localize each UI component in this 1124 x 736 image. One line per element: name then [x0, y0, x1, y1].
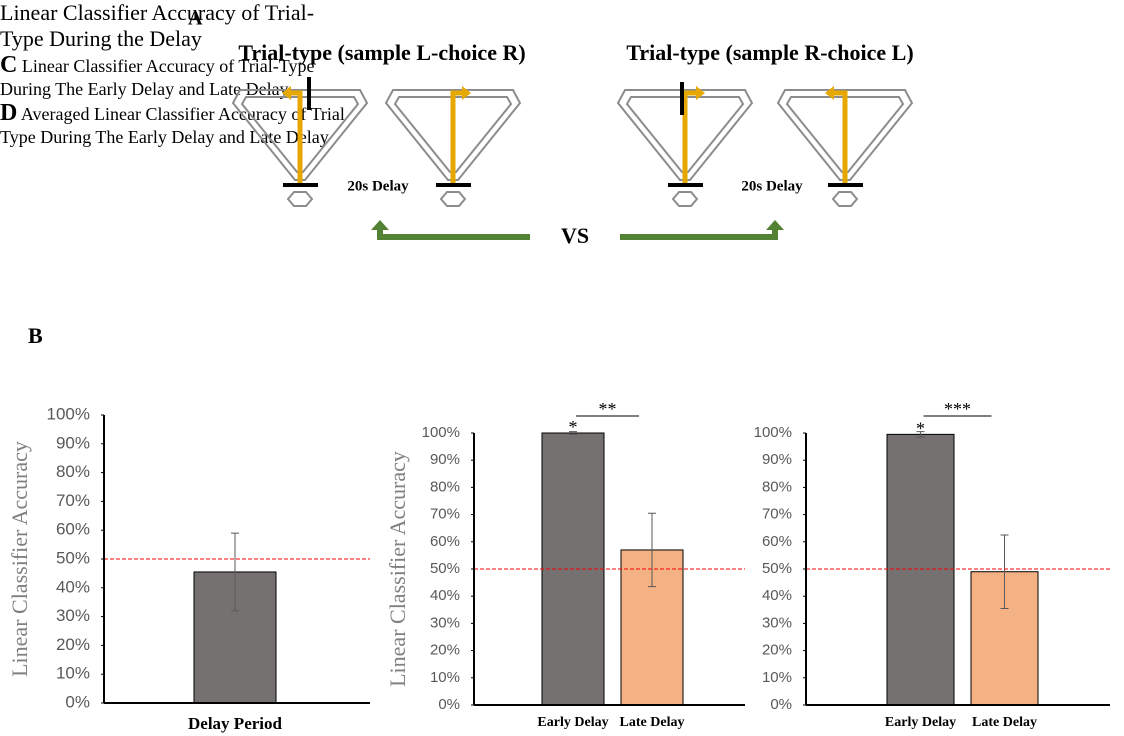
bar: [887, 434, 954, 705]
y-tick-label: 20%: [762, 642, 792, 659]
trial-title: Trial-type (sample R-choice L): [626, 40, 913, 65]
y-tick-label: 100%: [47, 404, 90, 423]
x-tick-label: Delay Period: [188, 714, 282, 733]
y-tick-label: 0%: [438, 696, 460, 713]
y-tick-label: 20%: [430, 642, 460, 659]
y-tick-label: 10%: [762, 669, 792, 686]
x-tick-label: Late Delay: [972, 715, 1037, 730]
y-tick-label: 50%: [430, 560, 460, 577]
comparison-label: ***: [944, 399, 971, 419]
y-tick-label: 70%: [56, 491, 90, 510]
y-tick-label: 60%: [430, 533, 460, 550]
y-tick-label: 90%: [56, 433, 90, 452]
y-tick-label: 100%: [422, 424, 460, 441]
panel-label: B: [28, 323, 43, 348]
delay-label: 20s Delay: [347, 178, 409, 194]
x-tick-label: Early Delay: [885, 715, 956, 730]
y-tick-label: 30%: [762, 614, 792, 631]
y-tick-label: 60%: [56, 520, 90, 539]
y-tick-label: 60%: [762, 533, 792, 550]
y-tick-label: 40%: [430, 587, 460, 604]
x-tick-label: Late Delay: [620, 715, 685, 730]
maze-diagram: [233, 90, 912, 206]
y-tick-label: 0%: [770, 696, 792, 713]
y-tick-label: 30%: [430, 614, 460, 631]
delay-label: 20s Delay: [741, 178, 803, 194]
y-tick-label: 70%: [762, 506, 792, 523]
canvas: A Trial-type (sample L-choice R) Trial-t…: [0, 0, 1124, 736]
path-arrows: [290, 93, 845, 183]
significance-mark: *: [569, 417, 578, 437]
y-tick-label: 0%: [65, 692, 90, 711]
y-tick-label: 80%: [56, 462, 90, 481]
y-axis-label: Linear Classifier Accuracy: [385, 451, 410, 687]
y-tick-label: 50%: [762, 560, 792, 577]
y-tick-label: 100%: [754, 424, 792, 441]
y-tick-label: 40%: [762, 587, 792, 604]
comparison-label: **: [599, 399, 617, 419]
y-tick-label: 30%: [56, 606, 90, 625]
vs-label: VS: [561, 223, 589, 248]
y-tick-label: 20%: [56, 635, 90, 654]
y-tick-label: 50%: [56, 548, 90, 567]
y-tick-label: 90%: [762, 451, 792, 468]
y-tick-label: 90%: [430, 451, 460, 468]
y-axis-label: Linear Classifier Accuracy: [7, 441, 32, 677]
y-tick-label: 10%: [430, 669, 460, 686]
significance-mark: *: [916, 418, 925, 438]
panel-label: A: [188, 8, 203, 30]
y-tick-label: 40%: [56, 577, 90, 596]
x-tick-label: Early Delay: [537, 715, 608, 730]
y-tick-label: 10%: [56, 664, 90, 683]
y-tick-label: 80%: [762, 478, 792, 495]
barriers: [283, 77, 863, 185]
y-tick-label: 80%: [430, 478, 460, 495]
trial-title: Trial-type (sample L-choice R): [238, 40, 525, 65]
figure: A Trial-type (sample L-choice R) Trial-t…: [0, 0, 1124, 736]
y-tick-label: 70%: [430, 506, 460, 523]
